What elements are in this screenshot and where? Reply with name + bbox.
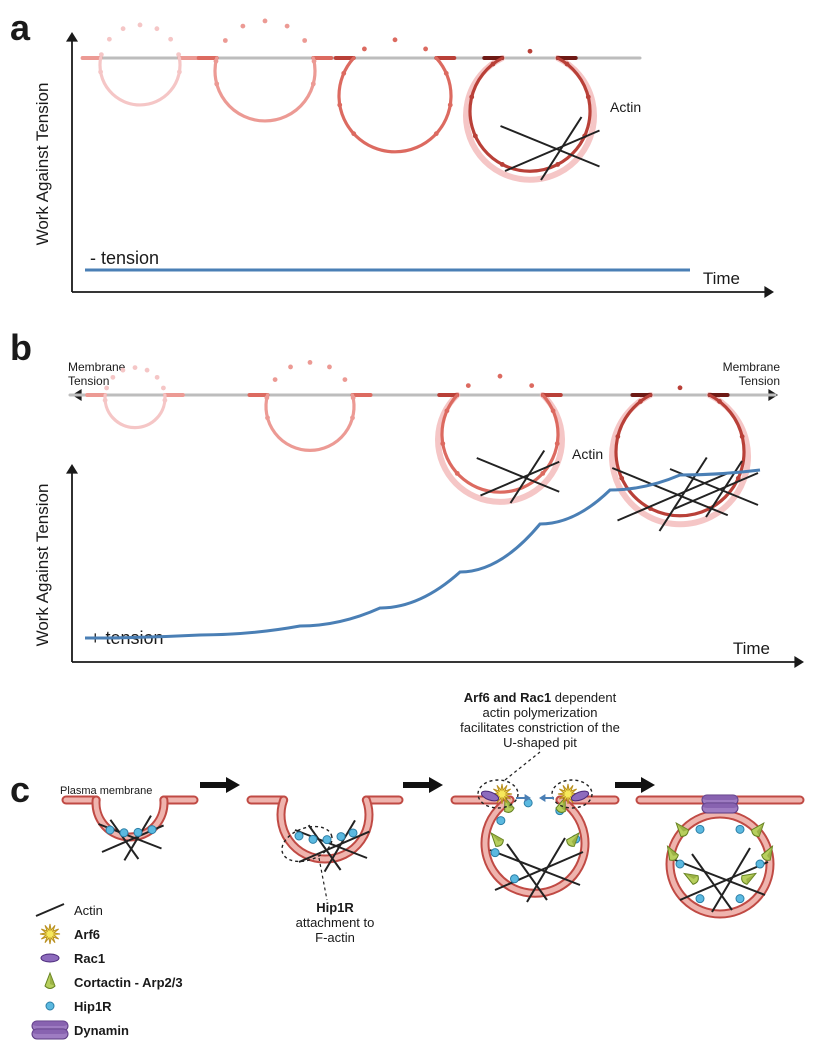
legend-label-actin: Actin [74, 903, 103, 918]
panel-a-condition: - tension [90, 248, 159, 268]
panel-c: c Arf6 and Rac1 dependentactin polymeriza… [10, 690, 800, 1039]
transition-arrow-icon [200, 777, 240, 793]
panel-c-top-callout-2: facilitates constriction of the [460, 720, 620, 735]
legend-label-arf6: Arf6 [74, 927, 100, 942]
panel-c-stage-3 [455, 752, 615, 902]
panel-b-actin-label: Actin [572, 446, 603, 462]
panel-c-stage-4 [640, 795, 800, 914]
panel-c-stage-2: Hip1Rattachment toF-actin [251, 800, 399, 945]
panel-b: bMembraneTensionMembraneTensionActinWork… [10, 327, 804, 668]
panel-c-top-callout-1: actin polymerization [483, 705, 598, 720]
panel-b-tension-label-right-0: Membrane [723, 360, 781, 374]
panel-a: a Work Against Tension Time - tension Actin [10, 7, 774, 298]
panel-a-actin-label: Actin [610, 99, 641, 115]
panel-c-pm-label: Plasma membrane [60, 785, 152, 797]
panel-c-hip1r-callout-2: F-actin [315, 930, 355, 945]
panel-b-tension-label-left-0: Membrane [68, 360, 126, 374]
panel-letter-a: a [10, 7, 31, 48]
transition-arrow-icon [615, 777, 655, 793]
panel-c-legend: Actin Arf6 Rac1 Cortactin - Arp2/3 Hip1R Dyna… [32, 903, 183, 1039]
panel-b-ylabel: Work Against Tension [33, 484, 52, 647]
panel-b-xlabel: Time [733, 639, 770, 658]
panel-c-top-callout-3: U-shaped pit [503, 735, 577, 750]
panel-c-top-callout-0: Arf6 and Rac1 dependent [464, 690, 617, 705]
transition-arrow-icon [403, 777, 443, 793]
panel-c-hip1r-callout-1: attachment to [296, 915, 375, 930]
panel-b-tension-label-right-1: Tension [739, 374, 780, 388]
panel-letter-c: c [10, 769, 30, 810]
panel-b-tension-label-left-1: Tension [68, 374, 109, 388]
panel-letter-b: b [10, 327, 32, 368]
legend-label-hip1r: Hip1R [74, 999, 112, 1014]
legend-label-rac1: Rac1 [74, 951, 105, 966]
panel-c-hip1r-callout-0: Hip1R [316, 900, 354, 915]
legend-label-cortactin: Cortactin - Arp2/3 [74, 975, 183, 990]
panel-b-curve [85, 470, 760, 638]
panel-c-stage-1 [66, 800, 194, 860]
panel-a-ylabel: Work Against Tension [33, 83, 52, 246]
panel-a-xlabel: Time [703, 269, 740, 288]
figure-root: a Work Against Tension Time - tension Actin b… [0, 0, 817, 1050]
legend-label-dynamin: Dynamin [74, 1023, 129, 1038]
